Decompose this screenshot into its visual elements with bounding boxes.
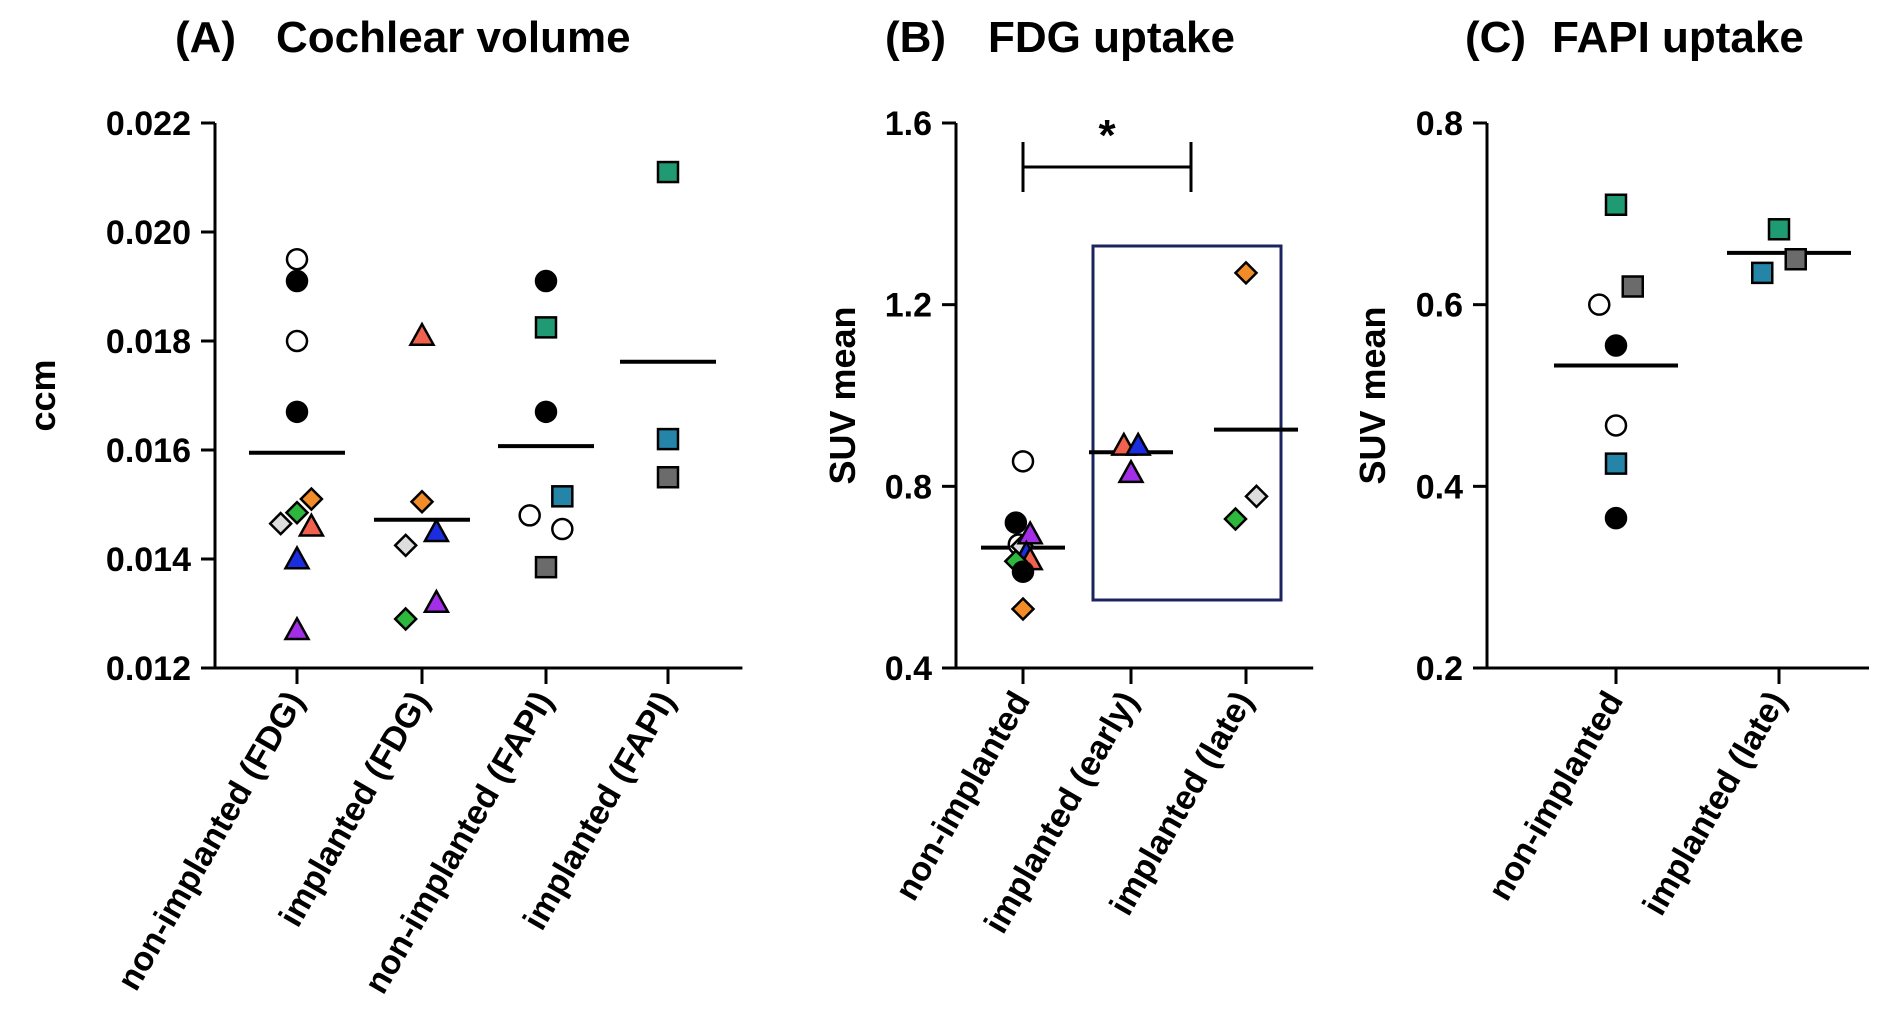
data-point-circle [285, 400, 309, 424]
data-point-diamond [393, 606, 418, 632]
data-point-square [1767, 218, 1791, 241]
data-point-triangle [1124, 431, 1152, 456]
data-point-square [534, 555, 558, 579]
highlight-box [1091, 244, 1283, 602]
y-tick-label: 1.2 [885, 287, 932, 325]
data-point-square [656, 466, 680, 489]
data-point-triangle [1016, 519, 1044, 545]
data-point-diamond [268, 511, 293, 536]
data-point-circle [1604, 334, 1628, 357]
y-tick-label: 0.8 [885, 468, 932, 506]
data-point-diamond [393, 533, 418, 558]
x-category-label: implanted (late) [1635, 685, 1794, 922]
panel-a-label: (A) [175, 13, 236, 62]
data-point-circle [1011, 560, 1035, 583]
data-point-triangle [422, 588, 451, 614]
x-category-label: non-implanted [1481, 685, 1631, 907]
data-point-triangle [297, 512, 326, 537]
data-point-circle [1004, 511, 1028, 534]
data-point-square [1604, 193, 1628, 216]
y-tick-label: 0.2 [1416, 650, 1463, 688]
data-point-circle [285, 269, 309, 293]
chart-title: Cochlear volume [276, 13, 631, 62]
y-tick-label: 0.6 [1416, 287, 1463, 325]
data-point-square [1604, 452, 1628, 475]
data-point-square [656, 427, 680, 451]
data-point-diamond [1244, 484, 1269, 509]
chart-title: FAPI uptake [1552, 13, 1804, 62]
x-category-label: non-implanted (FDG) [110, 685, 312, 997]
panel-c: (C) FAPI uptake SUV mean 0.2 0.4 0.6 0.8 non-im… [1352, 13, 1869, 922]
data-point-diamond [1223, 506, 1248, 532]
data-point-circle [534, 400, 558, 424]
y-tick-label: 0.012 [106, 650, 191, 688]
data-point-circle [1588, 293, 1611, 316]
y-axis-label: ccm [22, 359, 63, 431]
data-point-diamond [409, 489, 435, 515]
data-point-square [1621, 275, 1644, 298]
data-point-diamond [299, 486, 324, 512]
data-point-circle [285, 248, 309, 271]
y-tick-label: 0.8 [1416, 105, 1463, 143]
panel-c-label: (C) [1465, 13, 1526, 62]
y-tick-label: 0.4 [885, 650, 932, 688]
data-point-diamond [1233, 260, 1259, 286]
data-point-circle [551, 517, 574, 541]
data-point-square [1784, 248, 1807, 271]
y-tick-label: 0.018 [106, 323, 191, 361]
data-point-triangle [283, 544, 311, 570]
panel-b-label: (B) [885, 13, 946, 62]
data-point-circle [518, 504, 541, 527]
y-axis-label: SUV mean [1352, 306, 1393, 484]
y-tick-label: 0.014 [106, 541, 191, 579]
data-point-circle [534, 269, 558, 293]
data-point-square [551, 485, 574, 508]
y-tick-label: 0.016 [106, 432, 191, 470]
significance-label: * [1098, 111, 1116, 160]
data-point-diamond [284, 500, 310, 525]
panel-a: (A) Cochlear volume ccm 0.012 0.014 0.016 0.01… [22, 13, 743, 1000]
y-tick-label: 0.4 [1416, 468, 1463, 506]
y-tick-label: 1.6 [885, 105, 932, 143]
data-point-triangle [283, 615, 311, 641]
data-point-triangle [1117, 458, 1145, 484]
data-point-triangle [422, 517, 451, 543]
y-tick-label: 0.022 [106, 105, 191, 143]
data-point-square [656, 160, 680, 184]
data-point-circle [1604, 414, 1628, 437]
data-point-diamond [1010, 596, 1036, 622]
data-point-triangle [408, 321, 436, 346]
data-point-circle [1604, 506, 1628, 530]
y-axis-label: SUV mean [822, 306, 863, 484]
data-point-square [534, 316, 558, 339]
data-point-circle [285, 329, 309, 353]
y-tick-label: 0.020 [106, 214, 191, 252]
data-point-square [1751, 261, 1774, 285]
chart-title: FDG uptake [988, 13, 1235, 62]
data-point-circle [1011, 450, 1035, 473]
